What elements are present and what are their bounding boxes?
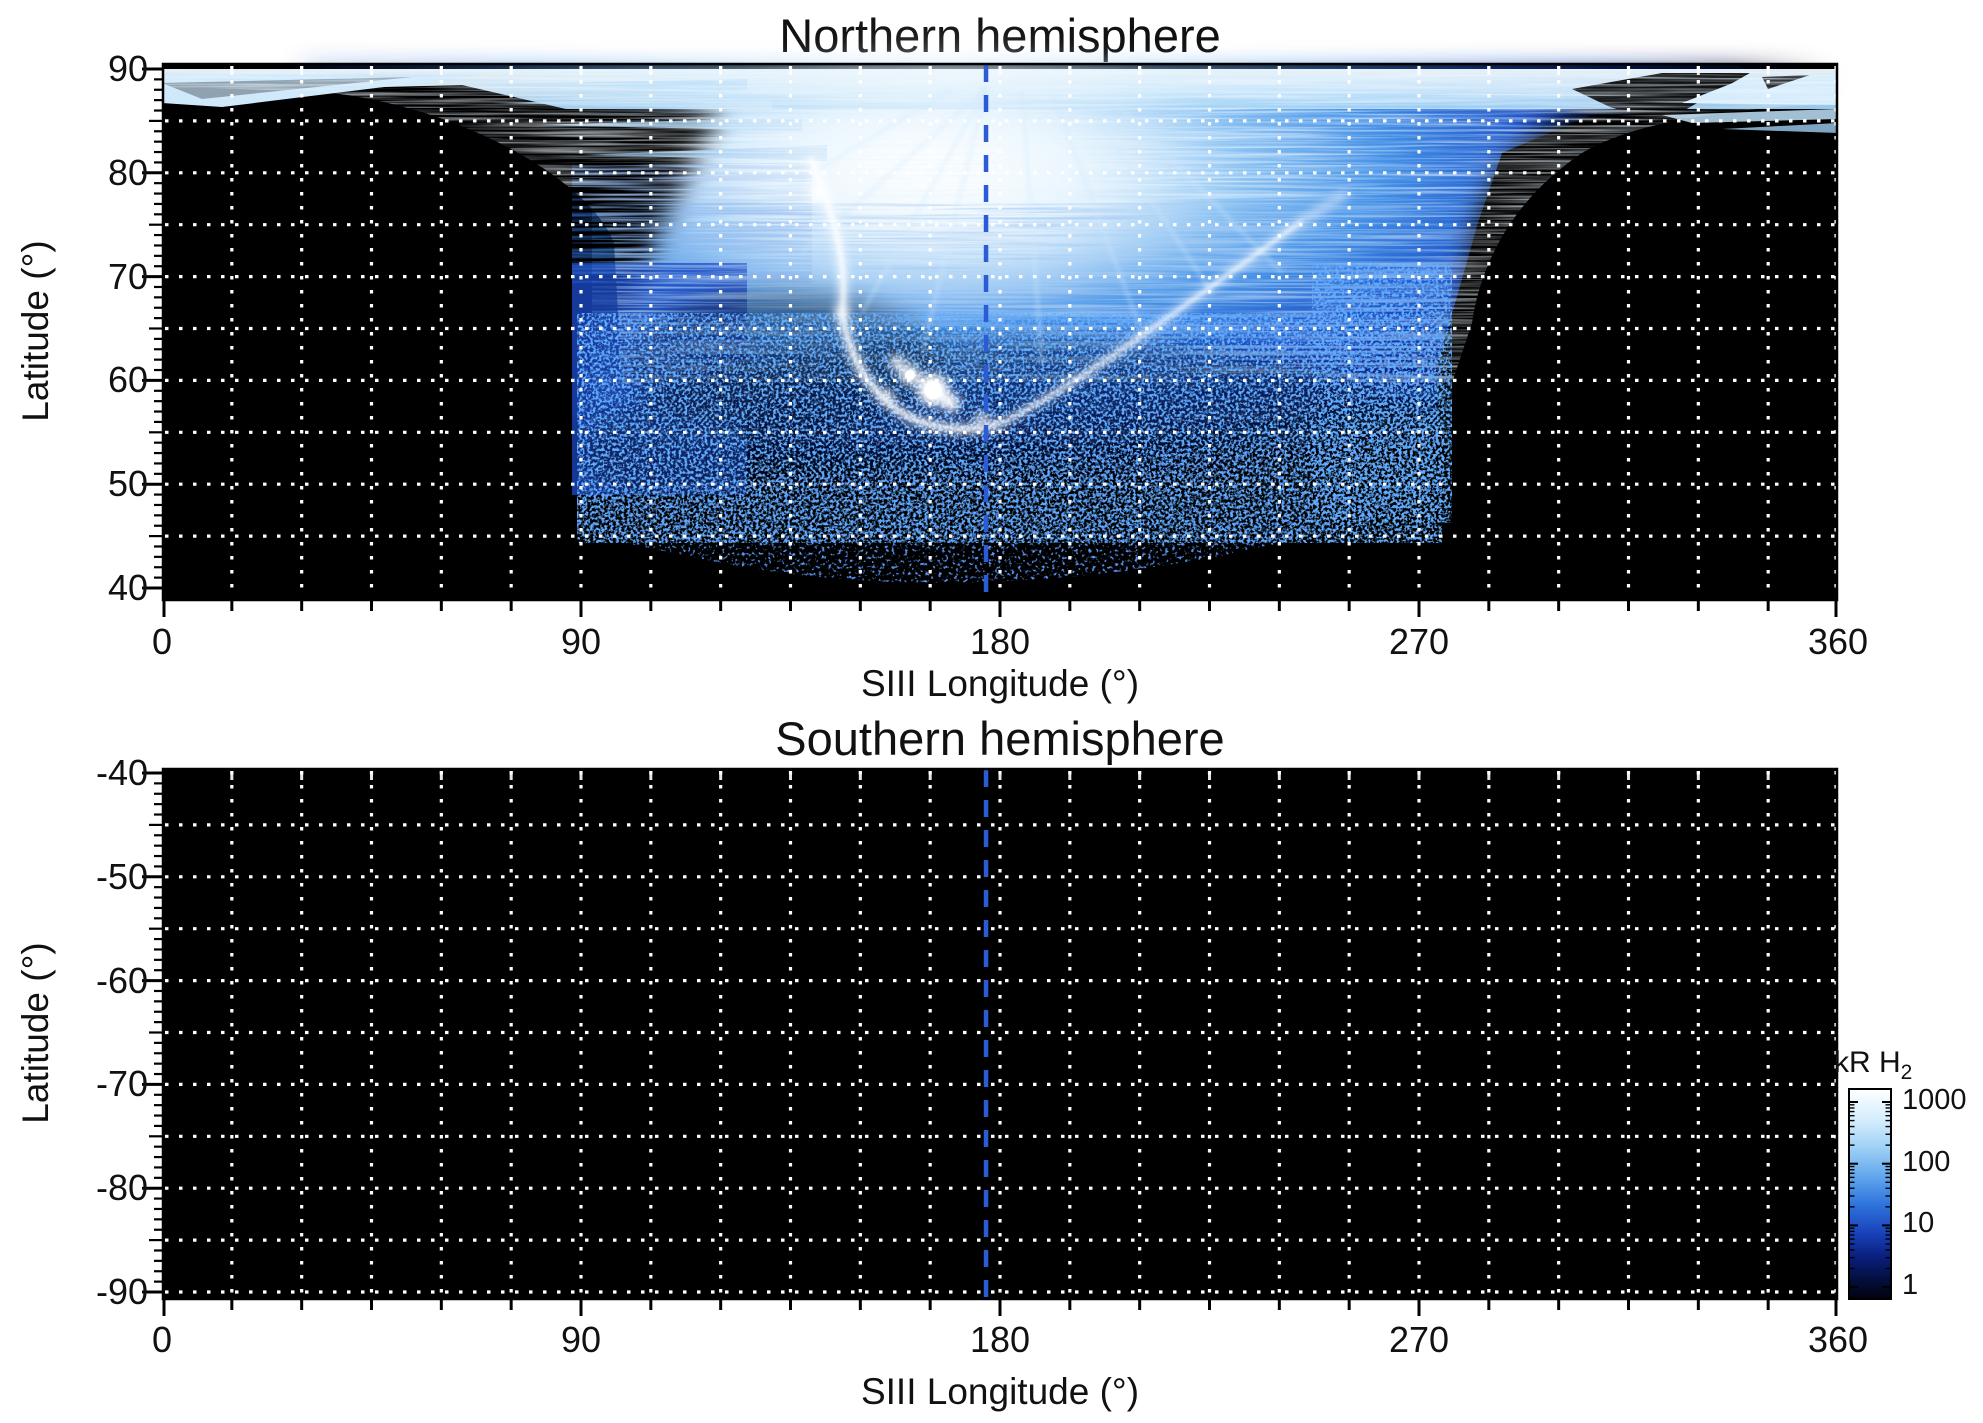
y-tick-label: -40 bbox=[95, 752, 148, 793]
south-xaxis-label: SIII Longitude (°) bbox=[860, 1371, 1140, 1412]
south-yaxis-label: Latitude (°) bbox=[15, 942, 56, 1124]
colorbar-tick-label: 10 bbox=[1902, 1207, 1935, 1240]
x-tick-label: 270 bbox=[1388, 621, 1450, 662]
colorbar-title-main: kR H bbox=[1834, 1046, 1901, 1079]
y-tick-label: 80 bbox=[107, 151, 148, 193]
south-title: Southern hemisphere bbox=[775, 712, 1225, 765]
north-heatmap-panel bbox=[142, 28, 1839, 617]
y-tick-label: -80 bbox=[95, 1167, 148, 1209]
y-tick-label: 70 bbox=[107, 255, 148, 297]
colorbar-tick-label: 100 bbox=[1902, 1145, 1951, 1178]
colorbar bbox=[1848, 1088, 1892, 1300]
y-tick-label: 60 bbox=[107, 359, 148, 401]
south-heatmap-panel bbox=[142, 767, 1839, 1316]
north-xaxis-label: SIII Longitude (°) bbox=[860, 663, 1140, 704]
x-tick-label: 360 bbox=[1807, 1319, 1869, 1360]
y-tick-label: -70 bbox=[95, 1063, 148, 1105]
south-grid-overlay bbox=[142, 767, 1839, 1316]
y-tick-label: -60 bbox=[95, 959, 148, 1001]
colorbar-tick-label: 1000 bbox=[1902, 1084, 1967, 1116]
y-tick-label: 90 bbox=[107, 48, 148, 89]
colorbar-gradient bbox=[1850, 1090, 1890, 1298]
x-tick-label: 360 bbox=[1807, 621, 1869, 662]
north-yaxis-label: Latitude (°) bbox=[15, 240, 56, 422]
y-tick-label: -50 bbox=[95, 855, 148, 897]
x-tick-label: 90 bbox=[560, 1319, 602, 1360]
colorbar-title: kR H2 bbox=[1834, 1046, 1912, 1085]
x-tick-label: 270 bbox=[1388, 1319, 1450, 1360]
y-tick-label: 50 bbox=[107, 463, 148, 505]
north-grid-overlay bbox=[142, 62, 1839, 617]
north-heatmap bbox=[142, 28, 1839, 617]
x-tick-label: 180 bbox=[969, 621, 1031, 662]
south-heatmap bbox=[142, 767, 1839, 1316]
colorbar-ticks bbox=[1850, 1101, 1890, 1289]
x-tick-label: 180 bbox=[969, 1319, 1031, 1360]
y-tick-label: 40 bbox=[107, 567, 148, 608]
x-tick-label: 0 bbox=[151, 621, 173, 662]
ray-fan bbox=[760, 86, 1284, 364]
x-tick-label: 90 bbox=[560, 621, 602, 662]
y-tick-label: -90 bbox=[95, 1271, 148, 1312]
x-tick-label: 0 bbox=[151, 1319, 173, 1360]
colorbar-tick-label: 1 bbox=[1902, 1269, 1919, 1302]
colorbar-title-sub: 2 bbox=[1900, 1061, 1913, 1084]
